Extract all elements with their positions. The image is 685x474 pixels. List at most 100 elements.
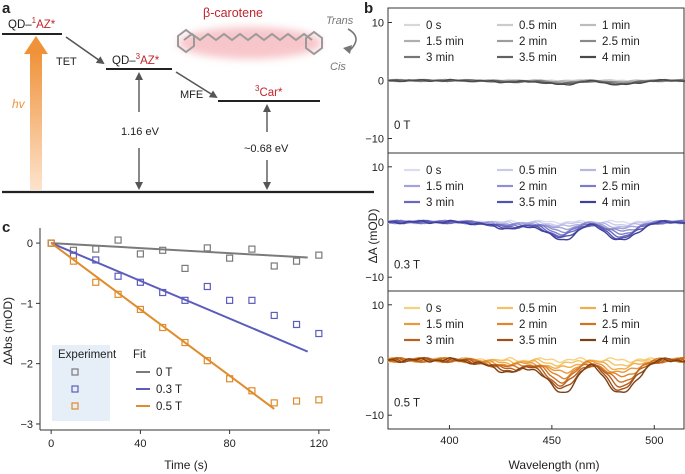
legend-label: 1.5 min: [426, 181, 464, 193]
data-point-0-5-T: [315, 396, 323, 404]
legend-label: 0.5 min: [519, 20, 557, 32]
energy-label-2: ~0.68 eV: [244, 143, 289, 155]
tet-label: TET: [56, 56, 77, 68]
panel-b: b ΔA (mOD) Wavelength (nm) −10 0 10 0 s 0.5 …: [364, 0, 685, 472]
spectrum-4-min: [387, 78, 685, 86]
legend-marker: [71, 385, 79, 393]
data-point-0-5-T: [114, 290, 122, 298]
y-tick-label: −10: [365, 134, 384, 146]
data-point-0-T: [203, 244, 211, 252]
legend-label: 3 min: [426, 335, 454, 347]
x-tick-label: 0: [48, 438, 54, 450]
data-point-0-3-T: [270, 311, 278, 320]
level-qd-1az-label: QD–1AZ*: [8, 16, 56, 31]
data-point-0-5-T: [159, 323, 167, 332]
energy-label-1: 1.16 eV: [121, 126, 160, 138]
trans-label: Trans: [326, 15, 354, 27]
data-point-0-5-T: [47, 239, 55, 247]
mfe-label: MFE: [180, 89, 203, 101]
tet-arrow: [65, 36, 105, 65]
legend-label: 0.5 min: [519, 303, 557, 315]
y-tick-label: 10: [372, 300, 384, 312]
data-point-0-5-T: [92, 278, 100, 286]
legend-label: 0 s: [426, 165, 442, 177]
legend-label: 4 min: [602, 197, 630, 209]
data-point-0-5-T: [181, 338, 189, 347]
legend-label: 1.5 min: [426, 319, 464, 331]
data-point-0-3-T: [248, 296, 256, 304]
legend-label: 2.5 min: [602, 181, 640, 193]
hv-label: hv: [12, 97, 26, 111]
y-tick-label: −3: [20, 419, 33, 431]
y-tick-label: 0: [27, 238, 33, 250]
data-point-0-T: [315, 251, 323, 259]
legend-experiment-bg: [52, 345, 110, 421]
legend-label: 3.5 min: [519, 335, 557, 347]
legend-label: 3.5 min: [519, 197, 557, 209]
legend-label: 3 min: [426, 197, 454, 209]
data-point-0-5-T: [248, 387, 256, 395]
x-tick-label: 80: [223, 438, 235, 450]
data-point-0-T: [159, 246, 167, 254]
legend-series-label: 0 T: [156, 367, 172, 379]
panel-c: c ΔAbs (mOD) Time (s) 0 −1 −2 −3 0 40 80 120 Exp…: [1, 219, 330, 472]
level-qd-3az-label: QD–3AZ*: [112, 52, 160, 67]
field-label: 0 T: [394, 120, 410, 132]
spectrum-4-min: [387, 356, 685, 394]
spectra-subpanel: −10 0 10 0 s 0.5 min 1 min 1.5 min 2 min 2.5 min…: [365, 7, 685, 154]
legend-label: 3.5 min: [519, 52, 557, 64]
data-point-0-3-T: [92, 256, 100, 264]
data-point-0-3-T: [292, 320, 301, 329]
spectra-subpanel: −10 0 10 0 s 0.5 min 1 min 1.5 min 2 min 2.5 min…: [365, 290, 685, 447]
data-point-0-3-T: [159, 288, 167, 297]
field-label: 0.5 T: [394, 397, 420, 409]
spectrum-0-5-min: [387, 356, 685, 367]
legend-label: 2.5 min: [602, 319, 640, 331]
beta-carotene-molecule: [177, 27, 323, 59]
x-tick-label: 120: [310, 438, 328, 450]
legend-series-label: 0.5 T: [156, 401, 182, 413]
level-3car-label: 3Car*: [255, 84, 283, 99]
hv-arrow-shaft: [30, 52, 42, 190]
data-point-0-T: [181, 264, 189, 272]
legend-title-experiment: Experiment: [58, 349, 117, 361]
legend-label: 2 min: [519, 319, 547, 331]
data-point-0-T: [292, 257, 301, 265]
fit-line-0-5-T: [50, 242, 275, 410]
legend-label: 2.5 min: [602, 36, 640, 48]
mfe-arrow: [175, 71, 218, 99]
data-point-0-T: [92, 245, 100, 253]
legend-marker: [71, 402, 79, 410]
data-point-0-T: [136, 250, 144, 258]
data-point-0-3-T: [136, 278, 144, 286]
isomerization-arrow-head: [343, 45, 352, 54]
panel-label-c: c: [2, 219, 10, 236]
data-point-0-T: [114, 236, 122, 244]
fit-line-0-3-T: [50, 242, 309, 353]
panel-c-xlabel: Time (s): [164, 458, 208, 472]
x-tick-label: 40: [134, 438, 146, 450]
legend-label: 0.5 min: [519, 165, 557, 177]
y-tick-label: 0: [378, 355, 384, 367]
legend-label: 2 min: [519, 181, 547, 193]
data-point-0-T: [248, 245, 256, 253]
legend-label: 0 s: [426, 303, 442, 315]
data-point-0-3-T: [181, 296, 189, 304]
data-point-0-5-T: [69, 257, 78, 265]
legend-marker: [71, 368, 79, 376]
legend-label: 3 min: [426, 52, 454, 64]
legend-label: 1.5 min: [426, 36, 464, 48]
x-tick-label: 450: [543, 435, 561, 447]
hv-arrow-head: [24, 36, 48, 54]
panel-c-ylabel: ΔAbs (mOD): [1, 297, 15, 365]
panel-label-a: a: [2, 0, 11, 17]
panel-b-xlabel: Wavelength (nm): [509, 458, 600, 472]
legend-title-fit: Fit: [133, 349, 147, 361]
cis-label: Cis: [330, 61, 346, 73]
data-point-0-5-T: [203, 357, 211, 365]
legend-label: 4 min: [602, 335, 630, 347]
data-point-0-T: [270, 262, 278, 270]
data-point-0-3-T: [226, 296, 234, 304]
panel-b-ylabel: ΔA (mOD): [366, 209, 380, 264]
